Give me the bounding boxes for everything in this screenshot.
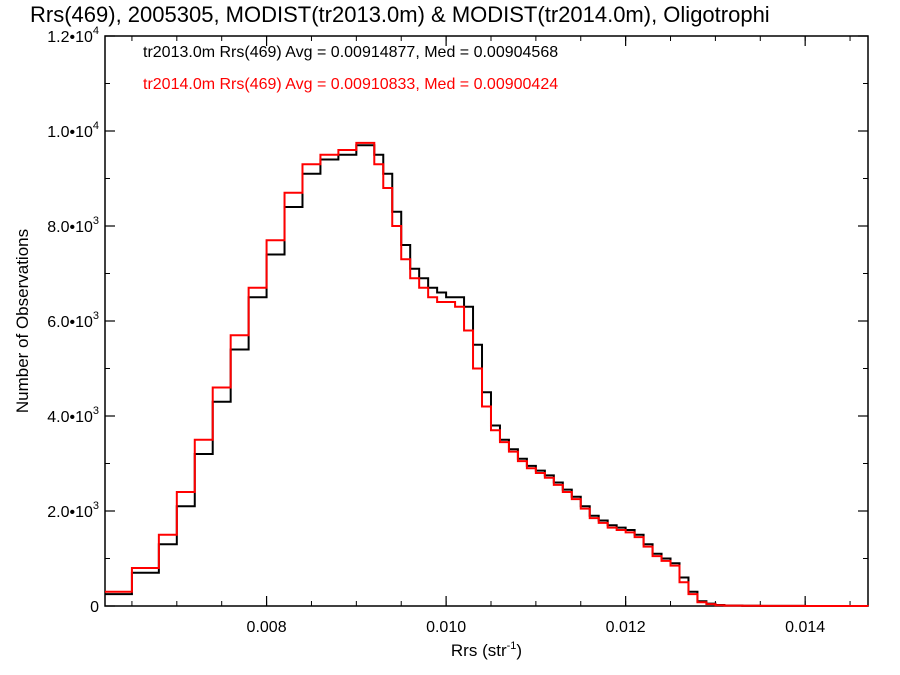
series-line-tr2013.0m — [105, 144, 869, 607]
y-tick-label-2: 4.0•103 — [47, 405, 99, 426]
x-axis-label: Rrs (str-1) — [451, 640, 522, 660]
x-tick-label-3: 0.014 — [785, 619, 825, 636]
chart-title: Rrs(469), 2005305, MODIST(tr2013.0m) & M… — [30, 2, 770, 27]
y-axis: 0 2.0•103 4.0•103 6.0•103 8.0•103 1.0•104 1.2•… — [47, 25, 868, 616]
x-tick-label-2: 0.012 — [606, 619, 646, 636]
y-tick-label-0: 0 — [90, 599, 99, 616]
y-tick-label-4: 8.0•103 — [47, 215, 99, 236]
x-tick-label-0: 0.008 — [247, 619, 287, 636]
series-layer — [105, 141, 869, 607]
y-tick-label-5: 1.0•104 — [47, 120, 99, 141]
y-tick-label-6: 1.2•104 — [47, 25, 99, 46]
legend-entry-tr2014: tr2014.0m Rrs(469) Avg = 0.00910833, Med… — [143, 76, 559, 93]
x-axis: 0.008 0.010 0.012 0.014 — [131, 36, 851, 636]
y-axis-label: Number of Observations — [13, 229, 32, 413]
plot-frame — [104, 35, 869, 607]
legend-entry-tr2013: tr2013.0m Rrs(469) Avg = 0.00914877, Med… — [143, 44, 559, 61]
series-line-tr2014.0m — [105, 141, 869, 607]
y-tick-label-3: 6.0•103 — [47, 310, 99, 331]
x-tick-label-1: 0.010 — [426, 619, 466, 636]
y-tick-label-1: 2.0•103 — [47, 500, 99, 521]
